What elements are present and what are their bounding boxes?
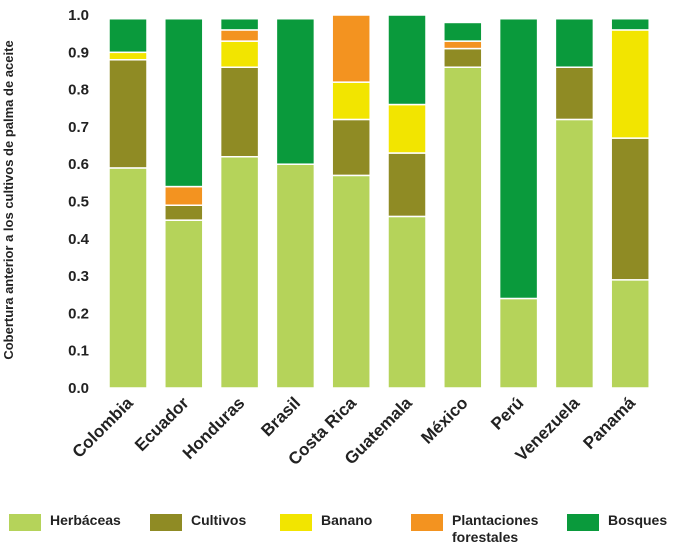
bars bbox=[108, 14, 650, 389]
bar-segment bbox=[498, 17, 539, 300]
legend-item-cultivos: Cultivos bbox=[150, 512, 306, 531]
bar-segment bbox=[275, 163, 316, 389]
y-tick-label: 1.0 bbox=[68, 7, 89, 24]
y-tick-label: 0.2 bbox=[68, 305, 89, 322]
bar-segment bbox=[610, 137, 650, 281]
y-tick-label: 0.7 bbox=[68, 119, 89, 136]
bar-segment bbox=[164, 204, 204, 221]
legend-label: Cultivos bbox=[191, 512, 247, 528]
bar-segment bbox=[554, 17, 595, 68]
y-tick-label: 0.1 bbox=[68, 343, 89, 360]
legend-label: Herbáceas bbox=[50, 512, 121, 528]
bar-segment bbox=[164, 185, 204, 206]
y-axis-label: Cobertura anterior a los cultivos de pal… bbox=[1, 40, 16, 359]
bar-segment bbox=[610, 279, 650, 389]
bar-segment bbox=[554, 118, 595, 389]
bar-segment bbox=[108, 17, 148, 54]
y-tick-label: 0.8 bbox=[68, 82, 89, 99]
bar-segment bbox=[108, 167, 148, 389]
legend-swatch bbox=[280, 514, 312, 531]
bar-segment bbox=[108, 51, 148, 61]
bar-segment bbox=[498, 297, 539, 389]
legend-item-bosques: Bosques bbox=[567, 512, 675, 531]
y-tick-label: 0.9 bbox=[68, 44, 89, 61]
legend: Herbáceas Cultivos Banano Plantaciones f… bbox=[0, 512, 675, 552]
bar-segment bbox=[554, 66, 595, 121]
bar-segment bbox=[610, 29, 650, 139]
bar-segment bbox=[331, 14, 371, 83]
bar-segment bbox=[331, 81, 371, 121]
y-tick-label: 0.0 bbox=[68, 380, 89, 397]
y-tick-label: 0.3 bbox=[68, 268, 89, 285]
y-tick-label: 0.6 bbox=[68, 156, 89, 173]
bar-segment bbox=[164, 17, 204, 188]
y-tick-label: 0.4 bbox=[68, 231, 90, 248]
legend-swatch bbox=[567, 514, 599, 531]
bar-segment bbox=[387, 152, 427, 218]
bar-segment bbox=[219, 17, 260, 31]
bar-segment bbox=[164, 219, 204, 389]
bar-segment bbox=[219, 155, 260, 389]
legend-label: Bosques bbox=[608, 512, 668, 528]
bar-segment bbox=[443, 47, 483, 68]
x-tick-label: México bbox=[417, 393, 471, 447]
legend-swatch bbox=[9, 514, 41, 531]
y-axis-ticks: 0.0 0.1 0.2 0.3 0.4 0.5 0.6 0.7 0.8 0.9 1.0 bbox=[68, 7, 90, 397]
bar-segment bbox=[387, 14, 427, 106]
bar-segment bbox=[610, 17, 650, 31]
bar-segment bbox=[275, 17, 316, 165]
legend-item-banano: Banano bbox=[280, 512, 436, 531]
bar-segment bbox=[331, 174, 371, 389]
bar-segment bbox=[219, 66, 260, 158]
legend-item-herbaceas: Herbáceas bbox=[9, 512, 165, 531]
legend-swatch bbox=[411, 514, 443, 531]
x-tick-label: Panamá bbox=[579, 393, 639, 453]
y-tick-label: 0.5 bbox=[68, 194, 89, 211]
bar-segment bbox=[443, 66, 483, 389]
legend-item-plantaciones-forestales: Plantaciones forestales bbox=[411, 512, 567, 546]
x-tick-label: Colombia bbox=[69, 393, 138, 462]
bar-segment bbox=[387, 215, 427, 389]
x-tick-label: Brasil bbox=[257, 393, 304, 440]
bar-segment bbox=[331, 118, 371, 177]
legend-label: Banano bbox=[321, 512, 373, 528]
legend-label: Plantaciones forestales bbox=[452, 512, 539, 545]
bar-segment bbox=[443, 21, 483, 42]
x-tick-label: Perú bbox=[487, 393, 527, 433]
bar-segment bbox=[443, 40, 483, 50]
bar-segment bbox=[219, 29, 260, 42]
stacked-bar-chart: 0.0 0.1 0.2 0.3 0.4 0.5 0.6 0.7 0.8 0.9 1.0 Colomb… bbox=[1, 7, 650, 469]
bar-segment bbox=[219, 40, 260, 68]
bar-segment bbox=[108, 59, 148, 169]
legend-swatch bbox=[150, 514, 182, 531]
bar-segment bbox=[387, 103, 427, 154]
